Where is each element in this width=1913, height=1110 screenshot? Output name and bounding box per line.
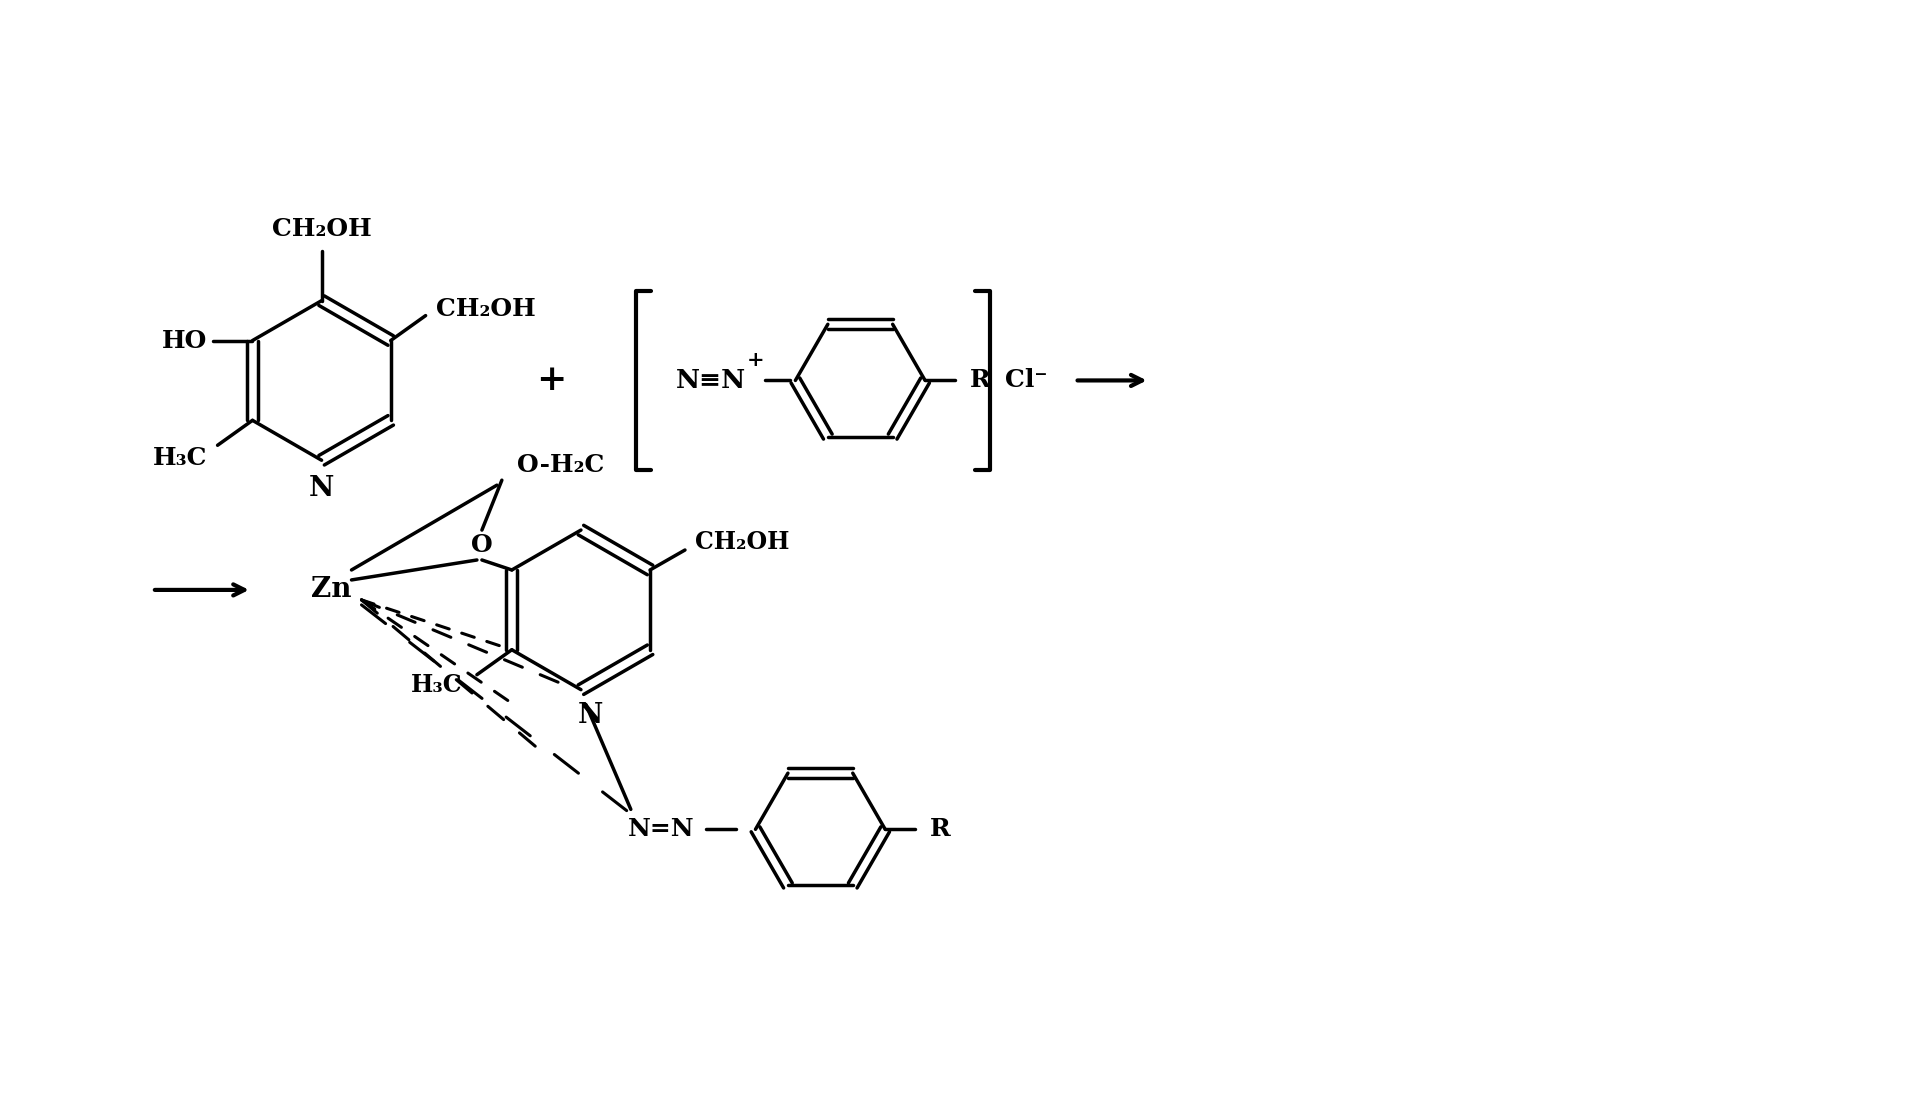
Text: R: R (970, 369, 991, 393)
Text: N: N (578, 702, 605, 728)
Text: H₃C: H₃C (411, 673, 461, 697)
Text: N≡N: N≡N (675, 367, 746, 393)
Text: O: O (471, 533, 494, 557)
Text: Cl⁻: Cl⁻ (1004, 369, 1048, 393)
Text: N: N (308, 475, 335, 502)
Text: CH₂OH: CH₂OH (694, 531, 790, 554)
Text: O-H₂C: O-H₂C (517, 453, 605, 477)
Text: HO: HO (163, 329, 209, 353)
Text: Zn: Zn (312, 576, 352, 604)
Text: +: + (536, 363, 566, 397)
Text: +: + (746, 351, 765, 371)
Text: CH₂OH: CH₂OH (272, 216, 371, 241)
Text: N=N: N=N (627, 817, 694, 841)
Text: H₃C: H₃C (153, 446, 209, 471)
Text: R: R (930, 817, 951, 841)
Text: CH₂OH: CH₂OH (436, 296, 536, 321)
